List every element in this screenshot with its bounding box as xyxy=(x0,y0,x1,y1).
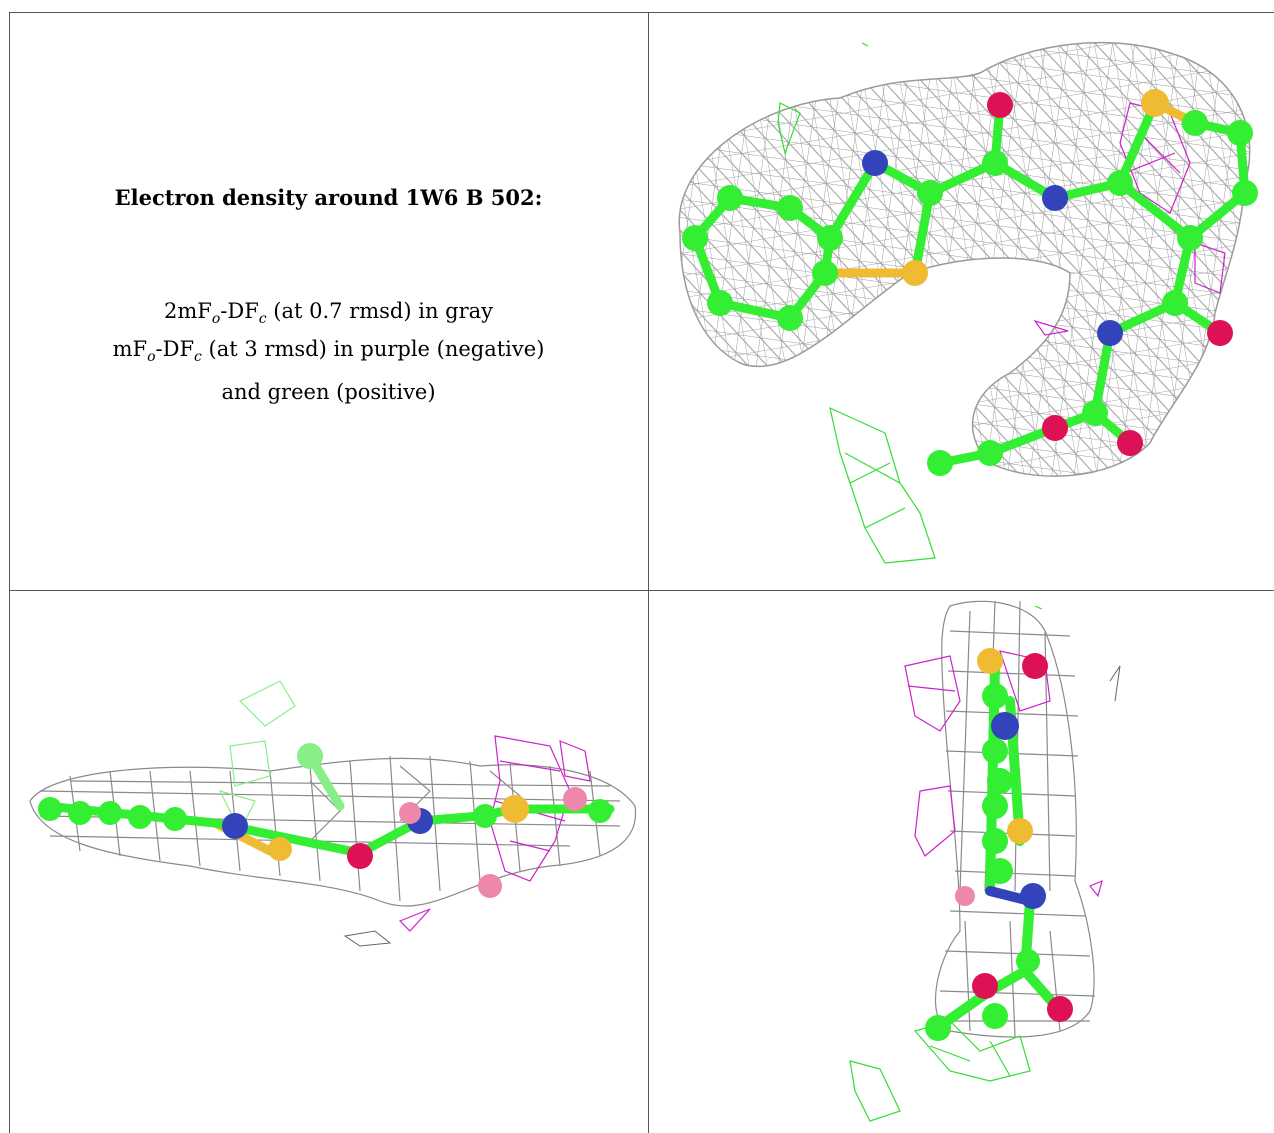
mesh-2fofc-small xyxy=(343,930,392,947)
caption-line-positive: and green (positive) xyxy=(221,380,436,404)
density-view-top-right xyxy=(678,41,1258,564)
caption-text: -DF xyxy=(220,299,259,323)
molecule-atoms xyxy=(682,89,1258,476)
caption-text: mF xyxy=(112,337,148,361)
mesh-positive xyxy=(777,42,936,564)
caption-text: (at 0.7 rmsd) in gray xyxy=(266,299,494,323)
mesh-negative xyxy=(398,735,591,932)
molecule-atoms xyxy=(38,743,612,898)
caption-text: (at 3 rmsd) in purple (negative) xyxy=(201,337,545,361)
caption-subscript: o xyxy=(147,349,156,366)
mesh-negative xyxy=(1033,102,1226,336)
mesh-2fofc xyxy=(29,755,637,907)
caption-subscript: c xyxy=(258,311,267,328)
molecule-atoms xyxy=(925,648,1073,1041)
caption-line-2fofc: 2mFo-DFc (at 0.7 rmsd) in gray xyxy=(10,299,647,327)
table-middle-divider xyxy=(9,590,1274,591)
caption-line-fofc: mFo-DFc (at 3 rmsd) in purple (negative) xyxy=(10,337,647,365)
caption-cell: Electron density around 1W6 B 502: 2mFo-… xyxy=(10,13,647,590)
mesh-2fofc-small xyxy=(1109,665,1121,702)
caption-title: Electron density around 1W6 B 502: xyxy=(114,185,543,210)
caption-text: -DF xyxy=(155,337,195,361)
table-center-divider xyxy=(648,12,649,1133)
mesh-positive xyxy=(218,680,296,833)
table-top-border xyxy=(9,12,1274,13)
caption-subscript: c xyxy=(194,349,202,366)
density-view-bottom-right xyxy=(849,600,1121,1122)
table-left-border xyxy=(9,12,10,1133)
mesh-positive xyxy=(849,605,1043,1122)
caption-subscript: o xyxy=(211,311,221,328)
caption-text: 2mF xyxy=(163,299,212,323)
density-view-bottom-left xyxy=(29,680,637,947)
